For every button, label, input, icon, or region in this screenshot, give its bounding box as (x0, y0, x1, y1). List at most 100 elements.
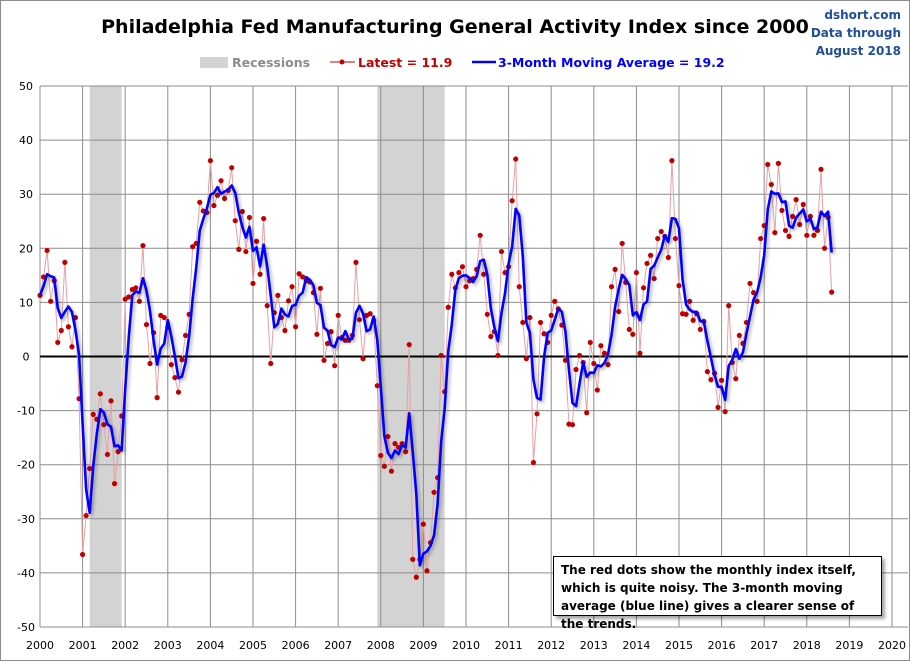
data-point (90, 411, 96, 417)
data-point (726, 303, 732, 309)
data-point (80, 551, 86, 558)
data-point (637, 350, 643, 356)
data-point (804, 232, 810, 238)
data-point (605, 362, 611, 368)
data-point (765, 161, 771, 168)
data-point (44, 247, 50, 254)
data-point (683, 311, 689, 317)
data-point (431, 489, 437, 495)
y-tick-label: -50 (17, 621, 35, 634)
data-point (179, 357, 185, 363)
y-tick-label: 20 (19, 242, 33, 255)
data-point (715, 404, 721, 410)
data-point (616, 308, 622, 315)
data-point (573, 366, 579, 373)
data-point (655, 235, 661, 242)
data-point (750, 290, 757, 296)
data-point (537, 319, 544, 326)
data-point (48, 298, 54, 304)
data-point (58, 327, 64, 334)
data-point (797, 221, 803, 228)
data-point (456, 270, 462, 276)
data-point (197, 199, 203, 205)
data-point (293, 324, 299, 330)
data-point (612, 266, 618, 272)
data-point (445, 304, 451, 310)
data-point (168, 362, 174, 368)
data-point (108, 398, 114, 404)
data-point (569, 422, 576, 428)
data-point (69, 344, 75, 350)
data-point (782, 227, 789, 234)
data-point (449, 271, 455, 277)
data-point (353, 259, 359, 265)
source-line-1: dshort.com (824, 8, 901, 22)
data-point (548, 312, 554, 318)
data-point (143, 321, 150, 328)
x-tick-label: 2019 (835, 639, 863, 652)
data-point (392, 441, 398, 447)
data-point (534, 411, 540, 417)
data-point (87, 465, 93, 472)
x-tick-label: 2005 (239, 639, 267, 652)
data-point (772, 230, 778, 236)
data-point (261, 215, 267, 222)
data-point (97, 391, 103, 397)
data-point (154, 395, 160, 401)
data-point (687, 298, 693, 304)
x-tick-label: 2001 (69, 639, 97, 652)
data-point (62, 259, 68, 265)
data-point (111, 481, 118, 487)
data-point (608, 284, 615, 290)
data-point (182, 332, 189, 339)
data-point (239, 208, 245, 215)
data-point (807, 213, 813, 219)
data-point (477, 232, 483, 238)
data-point (161, 314, 167, 321)
data-point (147, 360, 153, 367)
data-point (388, 468, 395, 474)
data-point (101, 422, 107, 428)
y-tick-label: -10 (17, 405, 35, 418)
data-point (719, 377, 725, 383)
data-point (626, 326, 632, 333)
data-point (768, 181, 774, 188)
data-point (516, 284, 522, 290)
data-point (381, 463, 387, 469)
data-point (250, 280, 256, 287)
data-point (222, 195, 228, 202)
data-point (630, 331, 636, 337)
x-tick-label: 2017 (750, 639, 778, 652)
x-tick-label: 2010 (452, 639, 480, 652)
data-point (587, 339, 593, 346)
data-point (214, 192, 221, 198)
data-point (264, 303, 270, 309)
x-tick-label: 2000 (26, 639, 54, 652)
data-point (236, 246, 242, 252)
data-point (229, 165, 235, 171)
data-point (406, 341, 412, 348)
data-point (754, 298, 760, 304)
data-point (332, 363, 338, 369)
data-point (530, 459, 537, 466)
data-point (736, 332, 742, 339)
source-line-2: Data through (811, 26, 901, 40)
data-point (651, 275, 657, 282)
y-tick-label: -30 (17, 513, 35, 526)
x-tick-label: 2006 (282, 639, 310, 652)
data-point (793, 197, 799, 203)
monthly-index-dots (37, 156, 835, 580)
data-point (324, 340, 331, 347)
y-tick-label: 30 (19, 188, 33, 201)
data-point (356, 317, 363, 323)
data-point (317, 285, 324, 291)
data-point (289, 284, 295, 290)
data-point (314, 331, 320, 337)
x-tick-label: 2008 (367, 639, 395, 652)
data-point (527, 314, 533, 321)
data-point (300, 274, 306, 280)
data-point (360, 356, 366, 362)
data-point (175, 389, 182, 395)
data-point (708, 377, 714, 383)
data-point (246, 214, 253, 221)
